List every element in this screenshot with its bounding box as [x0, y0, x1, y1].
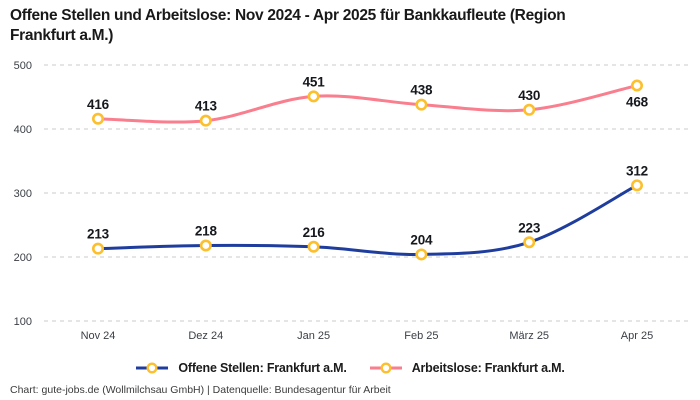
data-point-marker[interactable]	[199, 114, 212, 127]
data-point-marker[interactable]	[415, 98, 428, 111]
data-point-label: 451	[303, 74, 326, 89]
y-axis-tick-label: 200	[14, 252, 32, 264]
data-point-marker[interactable]	[199, 239, 212, 252]
x-axis-tick-label: Feb 25	[404, 330, 438, 342]
data-point-label: 416	[87, 97, 110, 112]
data-point-label: 204	[410, 232, 433, 247]
data-point-marker[interactable]	[415, 248, 428, 261]
data-point-marker[interactable]	[523, 103, 536, 116]
chart-legend: Offene Stellen: Frankfurt a.M. Arbeitslos…	[0, 361, 700, 375]
data-point-marker[interactable]	[307, 90, 320, 103]
legend-marker-ring-icon	[380, 362, 392, 374]
y-axis-tick-label: 300	[14, 188, 32, 200]
series-line-0	[96, 183, 639, 256]
data-point-label: 312	[626, 163, 648, 178]
data-point-marker[interactable]	[92, 112, 105, 125]
chart-title-line-1: Offene Stellen und Arbeitslose: Nov 2024…	[10, 7, 566, 24]
chart-credit: Chart: gute-jobs.de (Wollmilchsau GmbH) …	[10, 384, 391, 396]
data-point-marker[interactable]	[630, 179, 643, 192]
legend-marker-ring-icon	[146, 362, 158, 374]
data-point-label: 213	[87, 227, 110, 242]
data-point-marker[interactable]	[307, 240, 320, 253]
data-point-marker[interactable]	[630, 79, 643, 92]
data-point-marker[interactable]	[523, 236, 536, 249]
y-axis-tick-label: 500	[14, 60, 32, 72]
series-line-1	[96, 84, 639, 124]
data-point-marker[interactable]	[92, 242, 105, 255]
data-point-label: 468	[626, 94, 649, 109]
legend-line-marker-icon	[369, 362, 402, 374]
legend-line-marker-icon	[136, 362, 169, 374]
data-point-label: 223	[518, 220, 541, 235]
x-axis-tick-label: März 25	[509, 330, 549, 342]
y-axis-tick-label: 400	[14, 124, 32, 136]
data-point-label: 438	[410, 83, 433, 98]
legend-item-0[interactable]: Offene Stellen: Frankfurt a.M.	[135, 361, 347, 375]
legend-label: Arbeitslose: Frankfurt a.M.	[411, 361, 565, 375]
x-axis-tick-label: Nov 24	[81, 330, 116, 342]
chart-title-line-2: Frankfurt a.M.)	[10, 26, 114, 44]
x-axis-tick-label: Apr 25	[621, 330, 653, 342]
data-point-label: 430	[518, 88, 540, 103]
legend-item-1[interactable]: Arbeitslose: Frankfurt a.M.	[369, 361, 565, 375]
chart-title: Offene Stellen und Arbeitslose: Nov 2024…	[10, 6, 690, 45]
x-axis-tick-label: Jan 25	[297, 330, 330, 342]
data-point-label: 216	[303, 225, 326, 240]
data-point-label: 413	[195, 99, 218, 114]
legend-label: Offene Stellen: Frankfurt a.M.	[178, 361, 347, 375]
x-axis-tick-label: Dez 24	[188, 330, 223, 342]
data-point-label: 218	[195, 223, 218, 238]
y-axis-tick-label: 100	[14, 316, 32, 328]
